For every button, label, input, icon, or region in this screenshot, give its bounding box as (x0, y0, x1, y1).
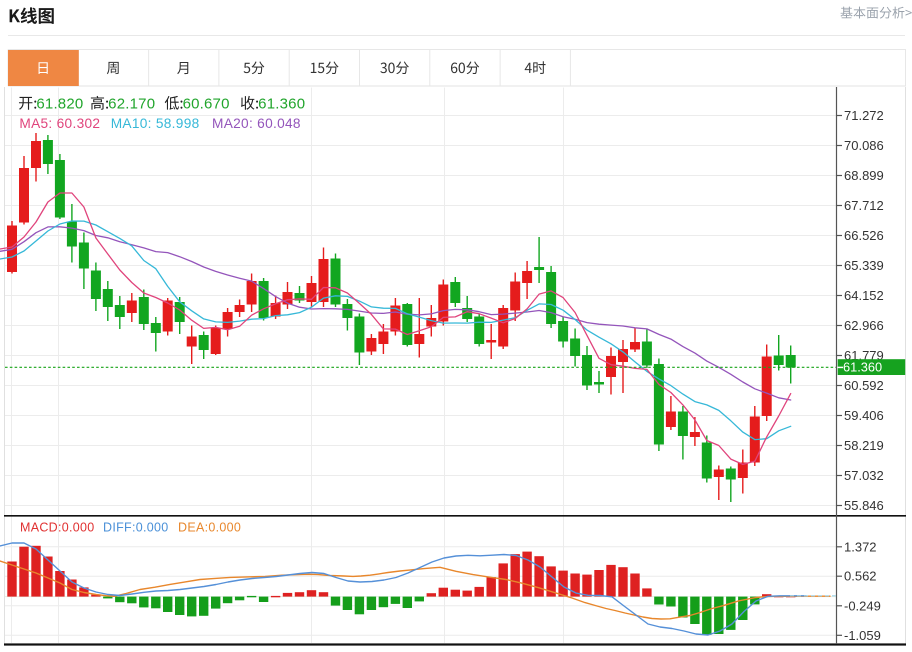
svg-text:55.846: 55.846 (844, 498, 884, 513)
svg-text:67.712: 67.712 (844, 198, 884, 213)
svg-text:65.339: 65.339 (844, 258, 884, 273)
svg-text:61.360: 61.360 (258, 96, 305, 113)
svg-text:68.899: 68.899 (844, 168, 884, 183)
svg-text:58.219: 58.219 (844, 438, 884, 453)
svg-text:57.032: 57.032 (844, 468, 884, 483)
svg-text:DEA:0.000: DEA:0.000 (178, 521, 241, 535)
svg-text:61.360: 61.360 (843, 360, 882, 375)
svg-text:60.670: 60.670 (183, 96, 230, 113)
svg-text:MA10: 58.998: MA10: 58.998 (111, 116, 200, 131)
svg-text:71.272: 71.272 (844, 108, 884, 123)
svg-text:-1.059: -1.059 (844, 628, 881, 643)
svg-text:0.562: 0.562 (844, 569, 877, 584)
svg-text:MA5: 60.302: MA5: 60.302 (19, 116, 100, 131)
svg-text:61.820: 61.820 (36, 96, 83, 113)
svg-text:-0.249: -0.249 (844, 598, 881, 613)
svg-text:MACD:0.000: MACD:0.000 (20, 521, 95, 535)
svg-text:66.526: 66.526 (844, 228, 884, 243)
svg-text:1.372: 1.372 (844, 539, 877, 554)
svg-text:MA20: 60.048: MA20: 60.048 (212, 116, 301, 131)
svg-text:59.406: 59.406 (844, 408, 884, 423)
svg-text:70.086: 70.086 (844, 138, 884, 153)
svg-text:60.592: 60.592 (844, 378, 884, 393)
svg-text:62.170: 62.170 (108, 96, 155, 113)
svg-text:62.966: 62.966 (844, 318, 884, 333)
svg-text:64.152: 64.152 (844, 288, 884, 303)
svg-text:DIFF:0.000: DIFF:0.000 (103, 521, 169, 535)
